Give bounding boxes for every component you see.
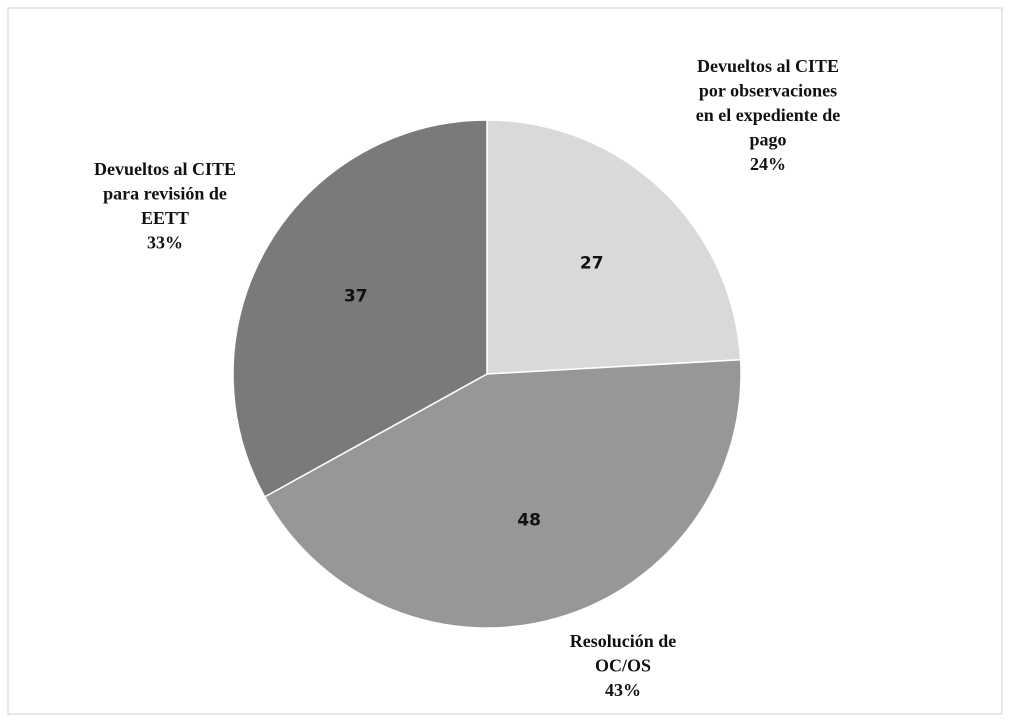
percent-label: 24% — [750, 154, 786, 174]
percent-label: 43% — [605, 680, 641, 700]
category-label: por observaciones — [699, 81, 837, 101]
pie-slice — [486, 119, 742, 375]
category-label: pago — [749, 130, 786, 150]
pie-slice — [232, 119, 488, 498]
percent-label: 33% — [147, 233, 183, 253]
category-label: EETT — [141, 208, 189, 228]
category-label: Resolución de — [570, 631, 677, 651]
value-label: 37 — [344, 287, 368, 307]
category-label: Devueltos al CITE — [697, 56, 839, 76]
value-label: 27 — [580, 253, 604, 273]
value-label: 48 — [517, 510, 541, 530]
category-label: Devueltos al CITE — [94, 159, 236, 179]
pie-slice — [263, 358, 742, 629]
category-label: para revisión de — [103, 184, 227, 204]
category-label: en el expediente de — [696, 105, 840, 125]
category-label: OC/OS — [595, 656, 651, 676]
